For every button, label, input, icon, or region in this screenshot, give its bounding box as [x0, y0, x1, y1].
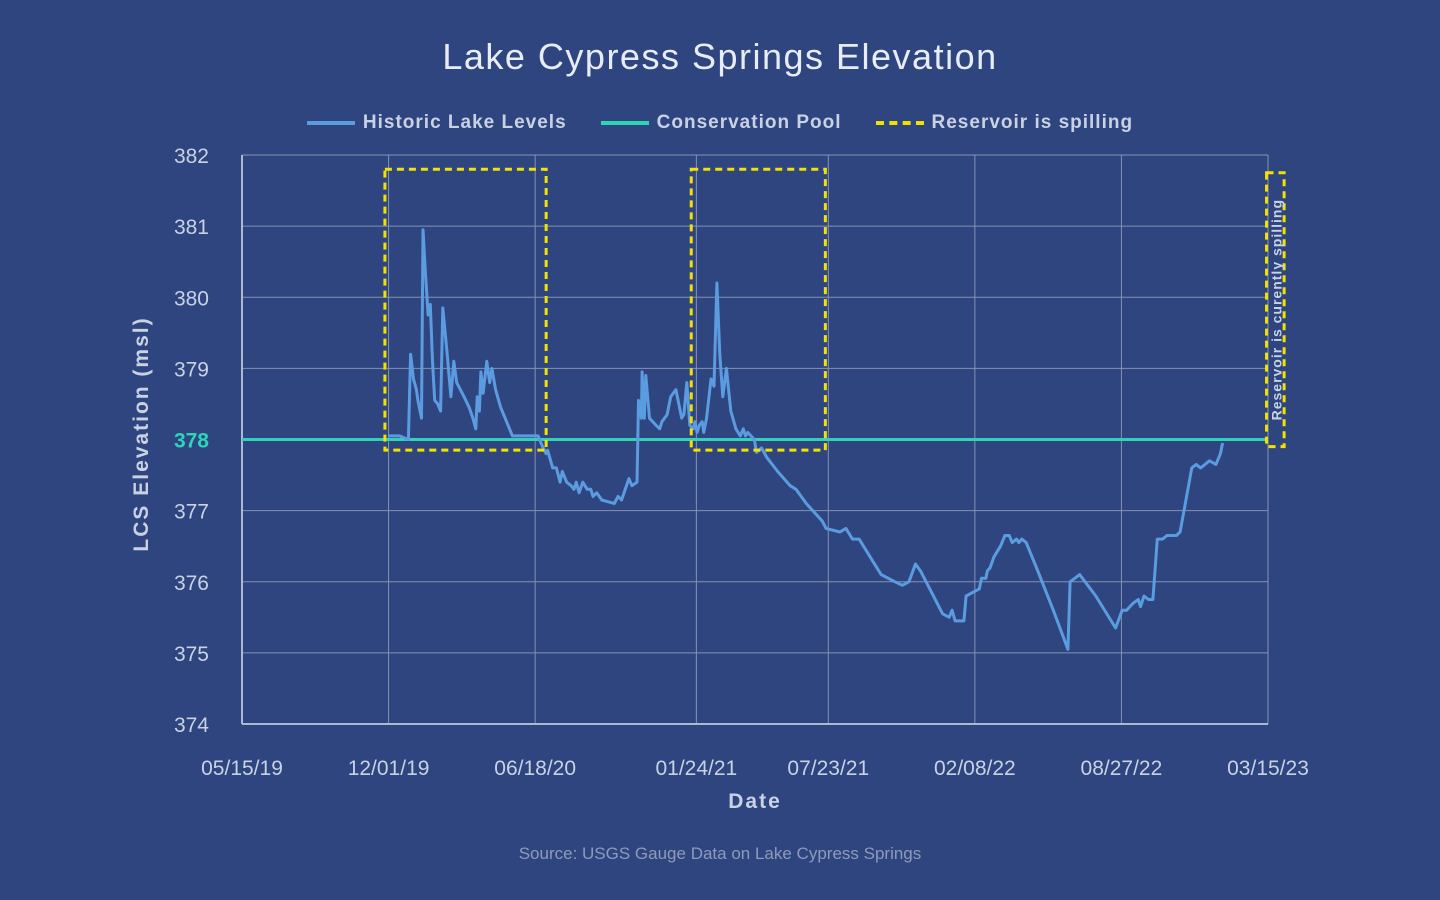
y-tick-label: 375 [174, 643, 209, 666]
x-axis-label: Date [728, 790, 782, 813]
x-tick-label: 03/15/23 [1227, 757, 1309, 780]
legend-item-conservation: Conservation Pool [600, 112, 842, 134]
x-tick-label: 08/27/22 [1081, 757, 1163, 780]
x-tick-label: 02/08/22 [934, 757, 1016, 780]
y-tick-label: 380 [174, 287, 209, 310]
legend: Historic Lake Levels Conservation Pool R… [0, 112, 1440, 134]
x-tick-label: 05/15/19 [201, 757, 283, 780]
historic-lake-levels-line [388, 228, 1225, 651]
y-tick-label: 376 [174, 572, 209, 595]
legend-label-historic: Historic Lake Levels [362, 112, 567, 133]
source-note: Source: USGS Gauge Data on Lake Cypress … [518, 844, 922, 863]
x-tick-label: 01/24/21 [655, 757, 737, 780]
spilling-annotation: Reservoir is curently spilling [1268, 199, 1284, 420]
legend-swatch-spilling [875, 121, 924, 125]
legend-swatch-historic [306, 121, 355, 125]
legend-label-spilling: Reservoir is spilling [931, 112, 1134, 133]
spill-region-box [1265, 171, 1286, 449]
y-tick-label: 377 [174, 501, 209, 524]
legend-item-spilling: Reservoir is spilling [875, 112, 1134, 134]
x-tick-label: 12/01/19 [348, 757, 430, 780]
chart-title: Lake Cypress Springs Elevation [442, 36, 998, 77]
y-tick-label: 378 [174, 430, 209, 453]
spill-region-box [383, 167, 548, 452]
legend-item-historic: Historic Lake Levels [306, 112, 567, 134]
y-tick-label: 381 [174, 216, 209, 239]
x-tick-label: 07/23/21 [787, 757, 869, 780]
y-tick-label: 374 [174, 714, 209, 737]
legend-label-conservation: Conservation Pool [656, 112, 842, 133]
spill-region-box [689, 167, 827, 452]
x-tick-label: 06/18/20 [494, 757, 576, 780]
legend-swatch-conservation [600, 121, 649, 125]
y-tick-label: 379 [174, 358, 209, 381]
y-tick-label: 382 [174, 145, 209, 168]
